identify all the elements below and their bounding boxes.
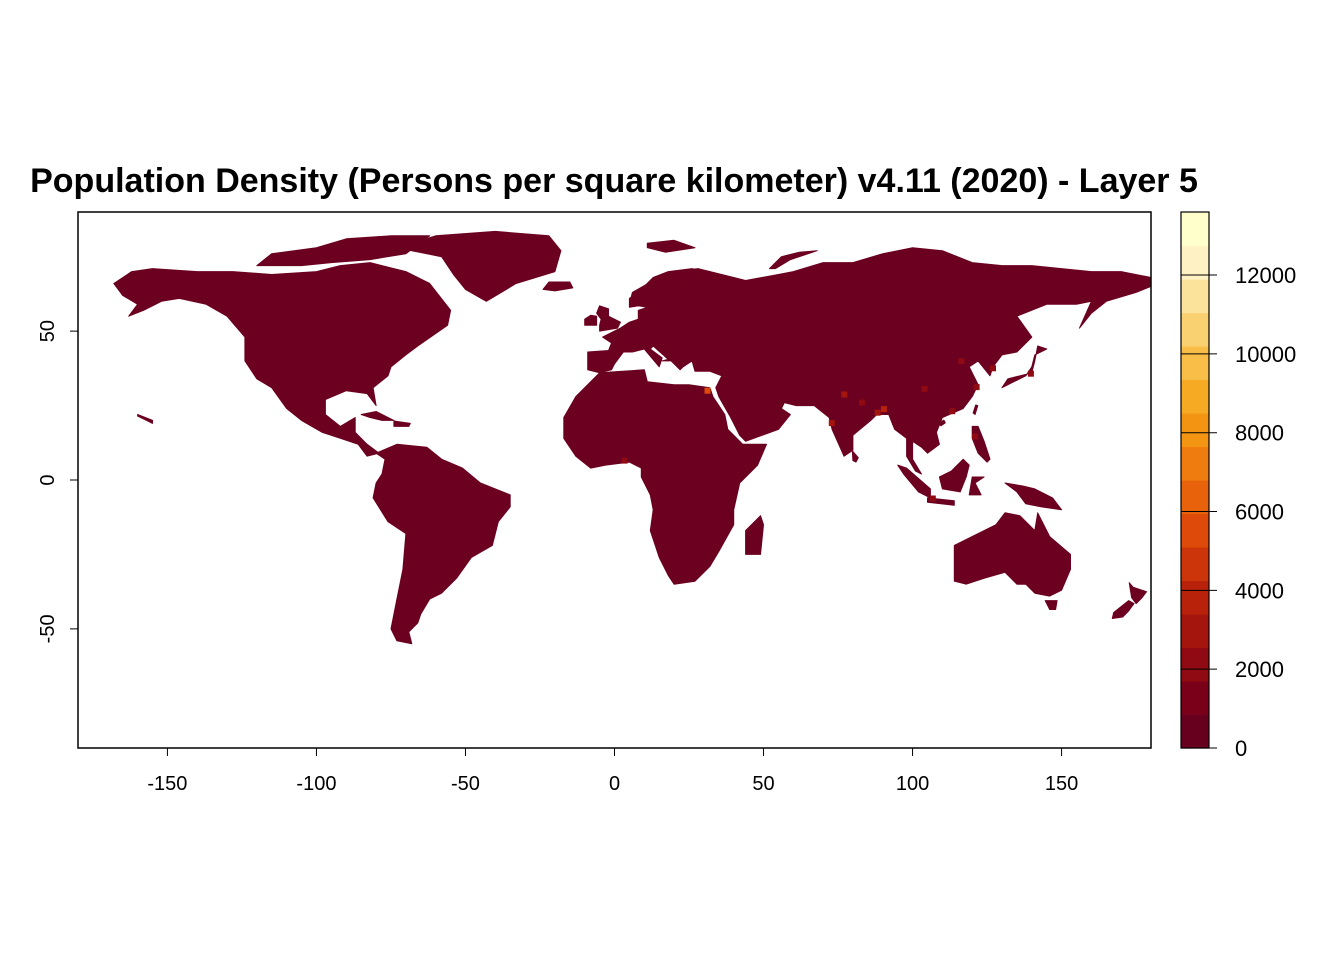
legend-swatch	[1181, 413, 1209, 448]
landmass-new-guinea	[1004, 482, 1063, 511]
landmass-great-britain	[596, 305, 621, 332]
landmass-borneo	[938, 458, 970, 493]
landmass-australia	[953, 512, 1071, 597]
landmass-eurasia	[587, 247, 1152, 475]
y-tick-label: 0	[37, 474, 59, 485]
x-tick-label: 150	[1045, 773, 1078, 795]
hotspot-manila	[972, 433, 979, 440]
landmass-taiwan	[972, 404, 979, 415]
plot-area	[113, 230, 1152, 645]
legend-swatch	[1181, 647, 1209, 682]
x-tick-label: 0	[609, 773, 620, 795]
legend-swatch	[1181, 681, 1209, 716]
legend-swatch	[1181, 312, 1209, 347]
landmass-new-zealand-north	[1128, 582, 1147, 605]
legend-swatch	[1181, 714, 1209, 749]
hotspot-ganges-plain	[858, 399, 865, 406]
landmass-sri-lanka	[851, 450, 859, 463]
legend-tick-label: 10000	[1235, 342, 1296, 367]
hotspot-shanghai	[973, 384, 980, 391]
hotspot-kolkata	[874, 409, 881, 416]
color-legend: 0 2000 4000 6000 8000 10000 12000	[1180, 211, 1296, 761]
legend-swatch	[1181, 513, 1209, 548]
legend-swatch	[1181, 379, 1209, 414]
landmass-south-america	[372, 443, 511, 645]
legend-swatch	[1181, 547, 1209, 582]
hotspot-seoul	[990, 365, 996, 372]
legend-swatch	[1181, 245, 1209, 280]
legend-tick-label: 4000	[1235, 578, 1284, 603]
legend-swatch	[1181, 279, 1209, 314]
landmass-ireland	[584, 314, 598, 326]
y-axis: 50 0 -50	[37, 320, 79, 643]
landmass-svalbard	[646, 239, 696, 253]
x-tick-label: 50	[752, 773, 774, 795]
hotspot-guangzhou	[949, 408, 956, 415]
legend-tick-label: 0	[1235, 736, 1247, 761]
y-tick-label: 50	[37, 320, 59, 342]
landmass-north-america	[113, 262, 452, 457]
legend-tick-label: 2000	[1235, 657, 1284, 682]
landmass-hainan	[938, 419, 946, 427]
y-tick-label: -50	[37, 614, 59, 643]
x-tick-label: -50	[451, 773, 480, 795]
hotspot-beijing	[958, 358, 965, 365]
legend-tick-label: 12000	[1235, 263, 1296, 288]
hotspot-dhaka	[880, 406, 887, 413]
x-tick-label: -100	[296, 773, 336, 795]
landmass-new-zealand-south	[1111, 600, 1135, 619]
legend-swatch	[1181, 580, 1209, 615]
hotspot-tokyo	[1027, 370, 1034, 377]
x-tick-label: -150	[147, 773, 187, 795]
landmass-sulawesi	[968, 476, 985, 496]
landmass-tasmania	[1044, 600, 1058, 610]
x-tick-label: 100	[896, 773, 929, 795]
landmass-sumatra	[897, 464, 931, 499]
legend-swatch	[1181, 446, 1209, 481]
landmass-cuba	[360, 411, 395, 421]
chart-title: Population Density (Persons per square k…	[30, 162, 1198, 200]
legend-tick-label: 8000	[1235, 421, 1284, 446]
landmass-iceland	[542, 281, 574, 292]
hotspot-sichuan	[921, 385, 928, 392]
landmass-novaya-zemlya	[769, 250, 818, 270]
landmass-africa	[563, 369, 767, 585]
hotspot-cairo	[704, 387, 711, 394]
landmass-hawaii	[137, 414, 153, 424]
legend-tick-label: 6000	[1235, 500, 1284, 525]
legend-swatch	[1181, 212, 1209, 247]
hotspot-delhi	[841, 391, 848, 398]
legend-swatch	[1181, 614, 1209, 649]
landmass-scandinavia	[628, 268, 705, 314]
landmass-hispaniola	[393, 420, 411, 427]
legend-swatch	[1181, 480, 1209, 515]
legend-swatch	[1181, 346, 1209, 381]
landmass-madagascar	[745, 515, 764, 555]
hotspot-mumbai	[828, 420, 835, 427]
landmass-arctic-archipelago	[256, 235, 431, 267]
hotspot-lagos	[621, 457, 628, 464]
landmass-philippines	[971, 425, 991, 463]
x-axis: -150 -100 -50 0 50 100 150	[147, 747, 1078, 795]
landmass-japan	[1001, 345, 1048, 389]
hotspot-jakarta	[929, 495, 936, 502]
landmass-greenland	[396, 230, 562, 302]
